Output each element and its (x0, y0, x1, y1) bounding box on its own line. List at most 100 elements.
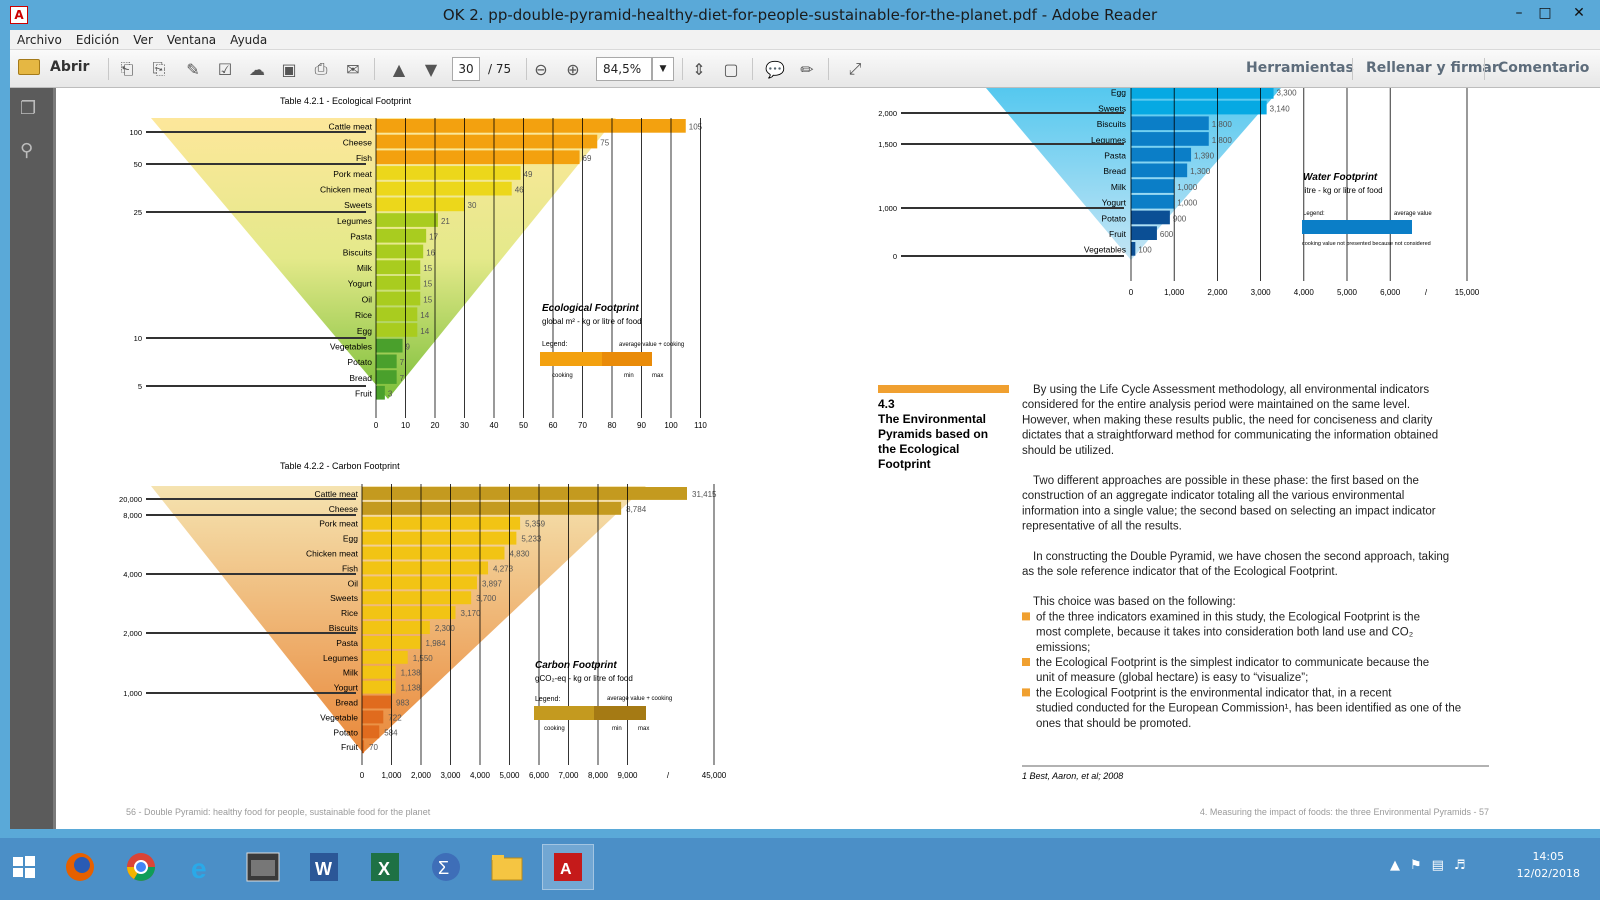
upload-cloud-icon[interactable]: ☁ (249, 59, 265, 79)
windows-logo-icon (13, 856, 35, 878)
carbon-bar (362, 725, 380, 739)
water-axis-tick: 3,000 (1251, 288, 1272, 297)
eco-legend-max: max (652, 373, 663, 379)
previous-page-icon[interactable]: ▲ (392, 59, 406, 79)
svg-text:X: X (378, 859, 390, 879)
water-bar-label: Fruit (1109, 229, 1127, 239)
carbon-axis-tick: 2,000 (411, 771, 432, 780)
save-icon[interactable]: ▣ (281, 59, 297, 79)
math-sigma-icon[interactable]: Σ (420, 844, 472, 890)
carbon-value-label: 1,138 (401, 684, 422, 693)
zoom-out-icon[interactable]: ⊖ (534, 59, 548, 79)
eco-axis-tick: 110 (694, 421, 707, 430)
fit-width-icon[interactable]: ▢ (723, 59, 739, 79)
next-page-icon[interactable]: ▼ (424, 59, 438, 79)
carbon-bar-label: Chicken meat (306, 549, 359, 559)
photo-viewer-icon[interactable] (237, 844, 289, 890)
email-icon[interactable]: ✉ (346, 59, 360, 79)
open-button[interactable]: Abrir (18, 59, 89, 75)
print-icon[interactable]: ⎙ (314, 59, 328, 78)
eco-bar (376, 338, 403, 353)
start-windows-icon[interactable] (0, 844, 48, 890)
carbon-value-label: 8,784 (626, 505, 647, 514)
highlight-text-icon[interactable]: ✏ (800, 59, 814, 79)
eco-bar (376, 150, 580, 165)
carbon-axis-tick: 5,000 (499, 771, 520, 780)
body-text: By using the Life Cycle Assessment metho… (1022, 384, 1461, 730)
carbon-axis-tick: 9,000 (617, 771, 638, 780)
edit-icon[interactable]: ✎ (186, 59, 200, 79)
firefox-icon[interactable] (54, 844, 106, 890)
file-explorer-icon[interactable] (481, 844, 533, 890)
page-total: / 75 (488, 62, 512, 76)
carbon-value-label: 1,984 (426, 639, 447, 648)
menu-ventana[interactable]: Ventana (166, 33, 217, 47)
page-number-input[interactable]: 30 (452, 57, 480, 81)
carbon-axis-tick: 6,000 (529, 771, 550, 780)
zoom-dropdown-chevron-down-icon[interactable]: ▼ (652, 57, 674, 81)
menu-archivo[interactable]: Archivo (17, 33, 62, 47)
carbon-axis-tick: / (667, 771, 670, 780)
windows-taskbar: e W X Σ A ▲⚑▤♬ 14:05 12/02/2018 (0, 838, 1600, 900)
system-tray-icons[interactable]: ▲⚑▤♬ (1390, 858, 1476, 873)
eco-legend-title: Ecological Footprint (542, 303, 639, 314)
attachments-paperclip-icon[interactable]: ⚲ (20, 140, 34, 161)
create-pdf-icon[interactable]: ⎗ (120, 59, 134, 78)
eco-axis-tick: 40 (490, 421, 499, 430)
water-value-label: 1,300 (1190, 167, 1211, 176)
water-axis-tick: 4,000 (1294, 288, 1315, 297)
eco-bar (376, 197, 465, 212)
eco-bar-label: Rice (355, 310, 372, 320)
menu-ayuda[interactable]: Ayuda (230, 33, 268, 47)
menu-ver[interactable]: Ver (133, 33, 153, 47)
water-axis-tick: / (1425, 288, 1428, 297)
fit-page-icon[interactable]: ⇕ (692, 59, 706, 79)
word-icon[interactable]: W (298, 844, 350, 890)
comment-link[interactable]: Comentario (1498, 60, 1590, 76)
full-screen-icon[interactable]: ⤢ (848, 59, 862, 78)
water-bar (1131, 132, 1209, 146)
carbon-value-label: 1,138 (401, 669, 422, 678)
eco-bar (376, 370, 397, 384)
minimize-button[interactable]: – (1515, 5, 1523, 21)
adobe-reader-taskbar-icon[interactable]: A (542, 844, 594, 890)
zoom-in-icon[interactable]: ⊕ (566, 59, 580, 79)
close-button[interactable]: ✕ (1573, 5, 1585, 21)
eco-legend-avg: average value + cooking (619, 342, 684, 348)
eco-legend-min: min (624, 373, 634, 379)
eco-value-label: 3 (388, 390, 393, 399)
water-pyramid-tick: 0 (893, 252, 897, 261)
menu-edicion[interactable]: Edición (75, 33, 120, 47)
eco-bar-label: Milk (357, 263, 373, 273)
eco-bar-label: Vegetables (330, 342, 372, 352)
water-value-label: 600 (1160, 230, 1174, 239)
toolbar-separator (1484, 58, 1485, 80)
carbon-value-label: 4,273 (493, 564, 514, 573)
internet-explorer-icon[interactable]: e (176, 844, 228, 890)
fill-sign-link[interactable]: Rellenar y firmar (1366, 60, 1499, 76)
folder-share-icon[interactable]: ☑ (217, 59, 233, 79)
export-pdf-icon[interactable]: ⎘ (152, 59, 166, 78)
carbon-value-label: 5,359 (525, 520, 546, 529)
section-title-line: The Environmental (878, 412, 986, 426)
section-title-line: Footprint (878, 457, 931, 471)
system-clock[interactable]: 14:05 12/02/2018 (1517, 848, 1580, 882)
water-axis-tick: 0 (1129, 288, 1134, 297)
chrome-icon[interactable] (115, 844, 167, 890)
zoom-input[interactable]: 84,5% (596, 57, 652, 81)
section-accent-bar (878, 385, 1009, 393)
document-viewport[interactable]: Table 4.2.1 - Ecological Footprint Cattl… (53, 88, 1600, 829)
carbon-bar-label: Biscuits (329, 623, 358, 633)
eco-axis-tick: 30 (460, 421, 469, 430)
page-thumbnails-icon[interactable]: ❐ (20, 98, 37, 119)
eco-value-label: 21 (441, 217, 450, 226)
tools-link[interactable]: Herramientas (1246, 60, 1354, 76)
water-bar-label: Sweets (1098, 103, 1126, 113)
eco-bar (376, 291, 421, 306)
clock-date: 12/02/2018 (1516, 867, 1580, 880)
footnote: 1 Best, Aaron, et al; 2008 (1022, 771, 1123, 781)
comment-bubble-icon[interactable]: 💬 (765, 59, 785, 79)
water-legend-title: Water Footprint (1303, 172, 1378, 183)
maximize-button[interactable]: □ (1538, 5, 1552, 21)
excel-icon[interactable]: X (359, 844, 411, 890)
